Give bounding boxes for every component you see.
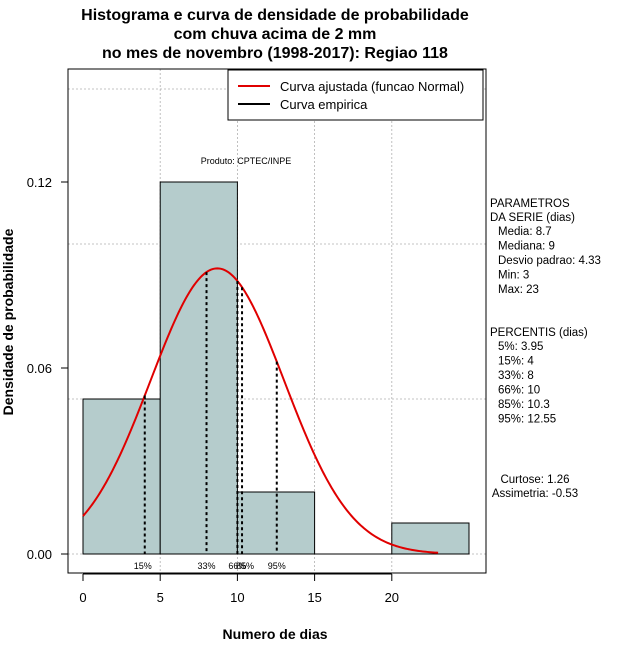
parameters-heading: DA SERIE (dias) — [490, 212, 575, 224]
histogram-bars — [82, 181, 470, 555]
legend-box — [227, 69, 484, 121]
parameter-item: Media: 8.7 — [498, 226, 552, 238]
histogram-bar — [391, 522, 470, 555]
parameter-item: Mediana: 9 — [498, 241, 555, 253]
percentile-label: 85% — [236, 561, 254, 571]
y-tick-label: 0.00 — [27, 547, 52, 562]
percentile-label: 95% — [268, 561, 286, 571]
title-line-1: Histograma e curva de densidade de proba… — [81, 7, 469, 24]
normal-curve-layer — [82, 267, 439, 554]
kurtosis-value: Curtose: 1.26 — [500, 474, 569, 486]
axes: 0 5 10 15 20 0.00 0.06 0.12 Numero de dias Densid… — [0, 175, 399, 642]
histogram-bar — [82, 398, 161, 555]
statistics-panel: PARAMETROS DA SERIE (dias) Media: 8.7 Media… — [490, 198, 601, 500]
product-label: Produto: CPTEC/INPE — [201, 156, 292, 166]
y-tick-label: 0.12 — [27, 175, 52, 190]
skewness-value: Assimetria: -0.53 — [492, 488, 578, 500]
percentile-item: 33%: 8 — [498, 370, 534, 382]
percentile-item: 85%: 10.3 — [498, 399, 550, 411]
x-tick-label: 20 — [385, 590, 399, 605]
title-line-3: no mes de novembro (1998-2017): Regiao 1… — [102, 45, 448, 62]
y-tick-label: 0.06 — [27, 361, 52, 376]
percentile-label: 66% — [228, 561, 246, 571]
x-tick-label: 0 — [79, 590, 86, 605]
chart-title: Histograma e curva de densidade de proba… — [81, 7, 469, 62]
percentile-item: 15%: 4 — [498, 356, 534, 368]
histogram-bar — [159, 181, 238, 555]
percentile-lines: 15% 33% 66%85% 95% — [134, 272, 286, 571]
percentile-item: 66%: 10 — [498, 385, 540, 397]
legend: Curva ajustada (funcao Normal) Curva empi… — [227, 69, 484, 121]
parameter-item: Min: 3 — [498, 270, 529, 282]
parameter-item: Desvio padrao: 4.33 — [498, 255, 601, 267]
parameter-item: Max: 23 — [498, 284, 539, 296]
legend-label: Curva empirica — [280, 97, 368, 112]
normal-curve — [82, 267, 439, 554]
percentile-item: 95%: 12.55 — [498, 414, 556, 426]
percentile-item: 5%: 3.95 — [498, 341, 543, 353]
y-axis-title: Densidade de probabilidade — [0, 228, 16, 415]
percentile-label: 33% — [198, 561, 216, 571]
x-tick-label: 10 — [230, 590, 244, 605]
parameters-heading: PARAMETROS — [490, 198, 570, 210]
x-axis-title: Numero de dias — [222, 626, 327, 642]
percentiles-heading: PERCENTIS (dias) — [490, 327, 588, 339]
x-tick-label: 15 — [307, 590, 321, 605]
title-line-2: com chuva acima de 2 mm — [174, 26, 377, 43]
percentile-label: 15% — [134, 561, 152, 571]
x-tick-label: 5 — [157, 590, 164, 605]
legend-label: Curva ajustada (funcao Normal) — [280, 79, 464, 94]
